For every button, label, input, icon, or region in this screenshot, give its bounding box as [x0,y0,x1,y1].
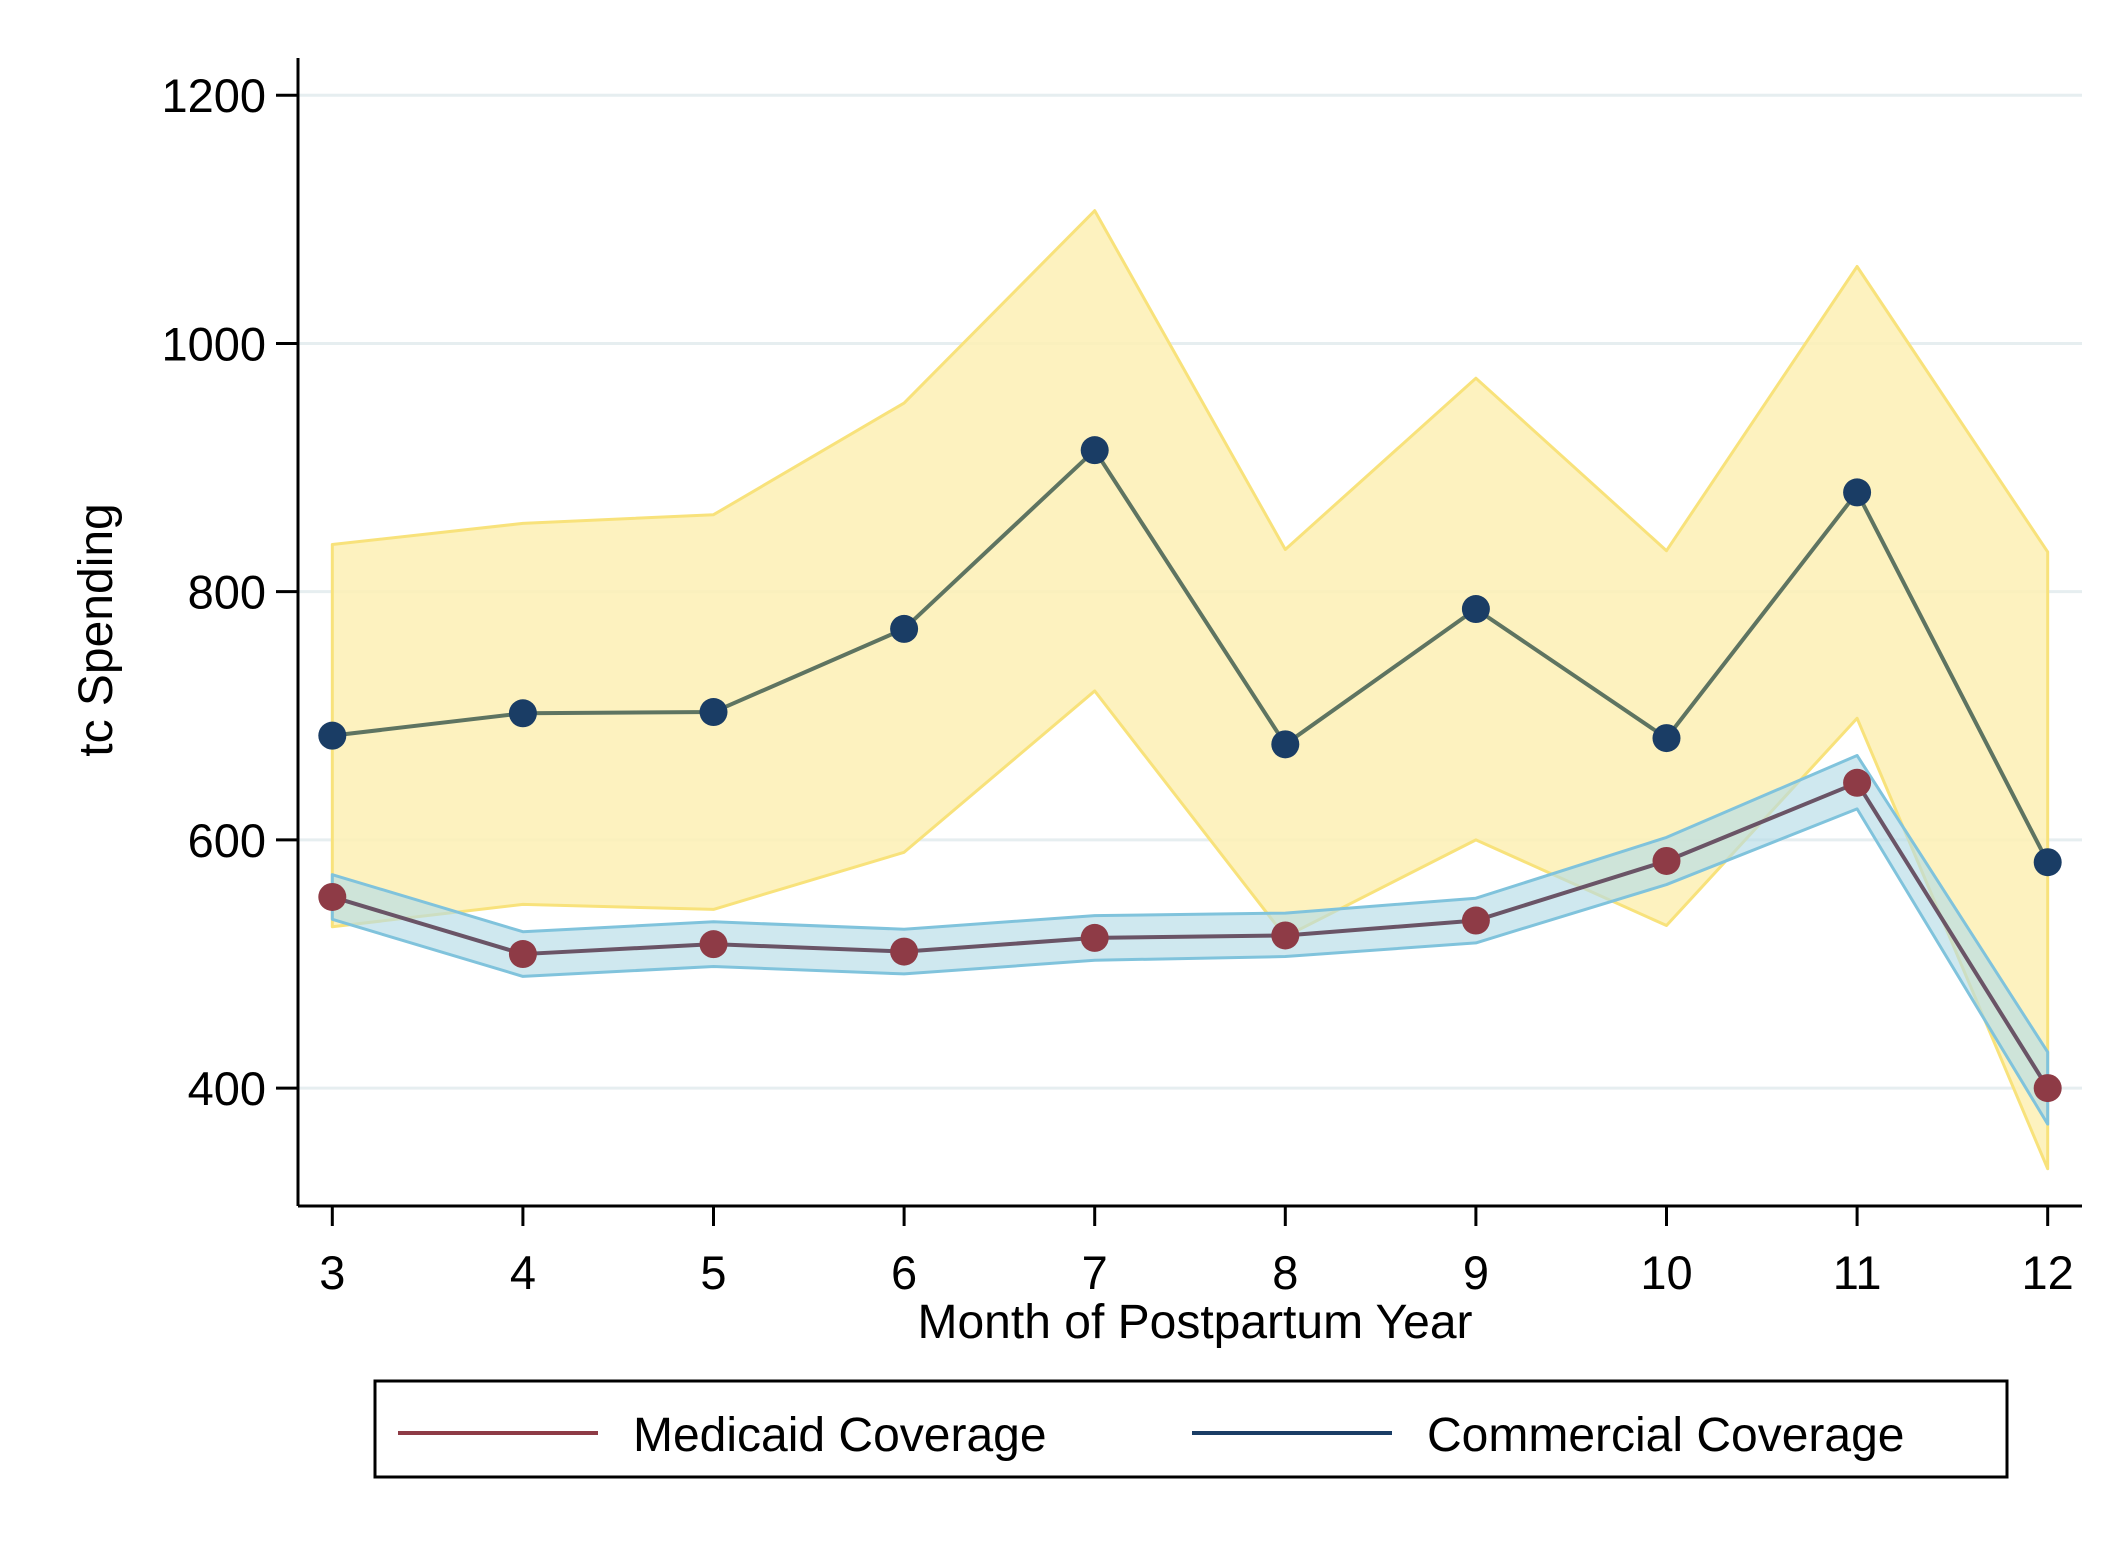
y-tick-label-1000: 1000 [161,317,266,370]
point-medicaid-coverage-6 [890,937,919,966]
x-tick-label-9: 9 [1463,1246,1489,1299]
series-markers [318,436,2062,1103]
x-axis-title: Month of Postpartum Year [918,1296,1473,1349]
legend-label-commercial-coverage: Commercial Coverage [1427,1409,1905,1462]
series-lines [331,448,2050,1090]
point-medicaid-coverage-3 [318,882,347,911]
x-tick-label-4: 4 [510,1246,536,1299]
point-medicaid-coverage-5 [699,930,728,959]
point-commercial-coverage-7 [1080,436,1109,465]
x-tick-label-12: 12 [2022,1246,2074,1299]
point-medicaid-coverage-4 [508,940,537,969]
point-commercial-coverage-11 [1843,478,1872,507]
x-tick-label-8: 8 [1272,1246,1298,1299]
point-commercial-coverage-12 [2033,848,2062,877]
point-medicaid-coverage-7 [1080,923,1109,952]
line-medicaid-coverage [331,780,2050,1090]
x-tick-label-10: 10 [1640,1246,1692,1299]
legend-label-medicaid-coverage: Medicaid Coverage [633,1409,1047,1462]
y-tick-label-400: 400 [188,1062,266,1115]
point-medicaid-coverage-12 [2033,1074,2062,1103]
x-tick-label-6: 6 [891,1246,917,1299]
point-commercial-coverage-10 [1652,724,1681,753]
ci-band-medicaid-coverage [330,753,2050,1126]
confidence-bands [330,209,2050,1171]
point-commercial-coverage-6 [890,614,919,643]
point-commercial-coverage-9 [1461,595,1490,624]
y-tick-label-1200: 1200 [161,69,266,122]
point-medicaid-coverage-10 [1652,846,1681,875]
point-commercial-coverage-5 [699,698,728,727]
point-medicaid-coverage-8 [1271,921,1300,950]
x-tick-label-3: 3 [319,1246,345,1299]
ci-band-commercial-coverage [330,209,2050,1171]
point-medicaid-coverage-9 [1461,906,1490,935]
legend-box [373,1379,2009,1479]
axes: 400 600 800 1000 1200 3 4 5 6 7 8 9 10 11 12 [161,58,2082,1299]
point-commercial-coverage-8 [1271,730,1300,759]
line-commercial-coverage [332,448,2050,864]
point-commercial-coverage-3 [318,721,347,750]
point-medicaid-coverage-11 [1843,768,1872,797]
y-tick-label-600: 600 [188,814,266,867]
x-tick-label-11: 11 [1833,1246,1882,1299]
x-tick-label-7: 7 [1082,1246,1108,1299]
y-axis-title: tc Spending [70,503,123,757]
y-tick-label-800: 800 [188,566,266,619]
legend: Medicaid Coverage Commercial Coverage [373,1379,2009,1479]
x-tick-label-5: 5 [700,1246,726,1299]
point-commercial-coverage-4 [508,699,537,728]
